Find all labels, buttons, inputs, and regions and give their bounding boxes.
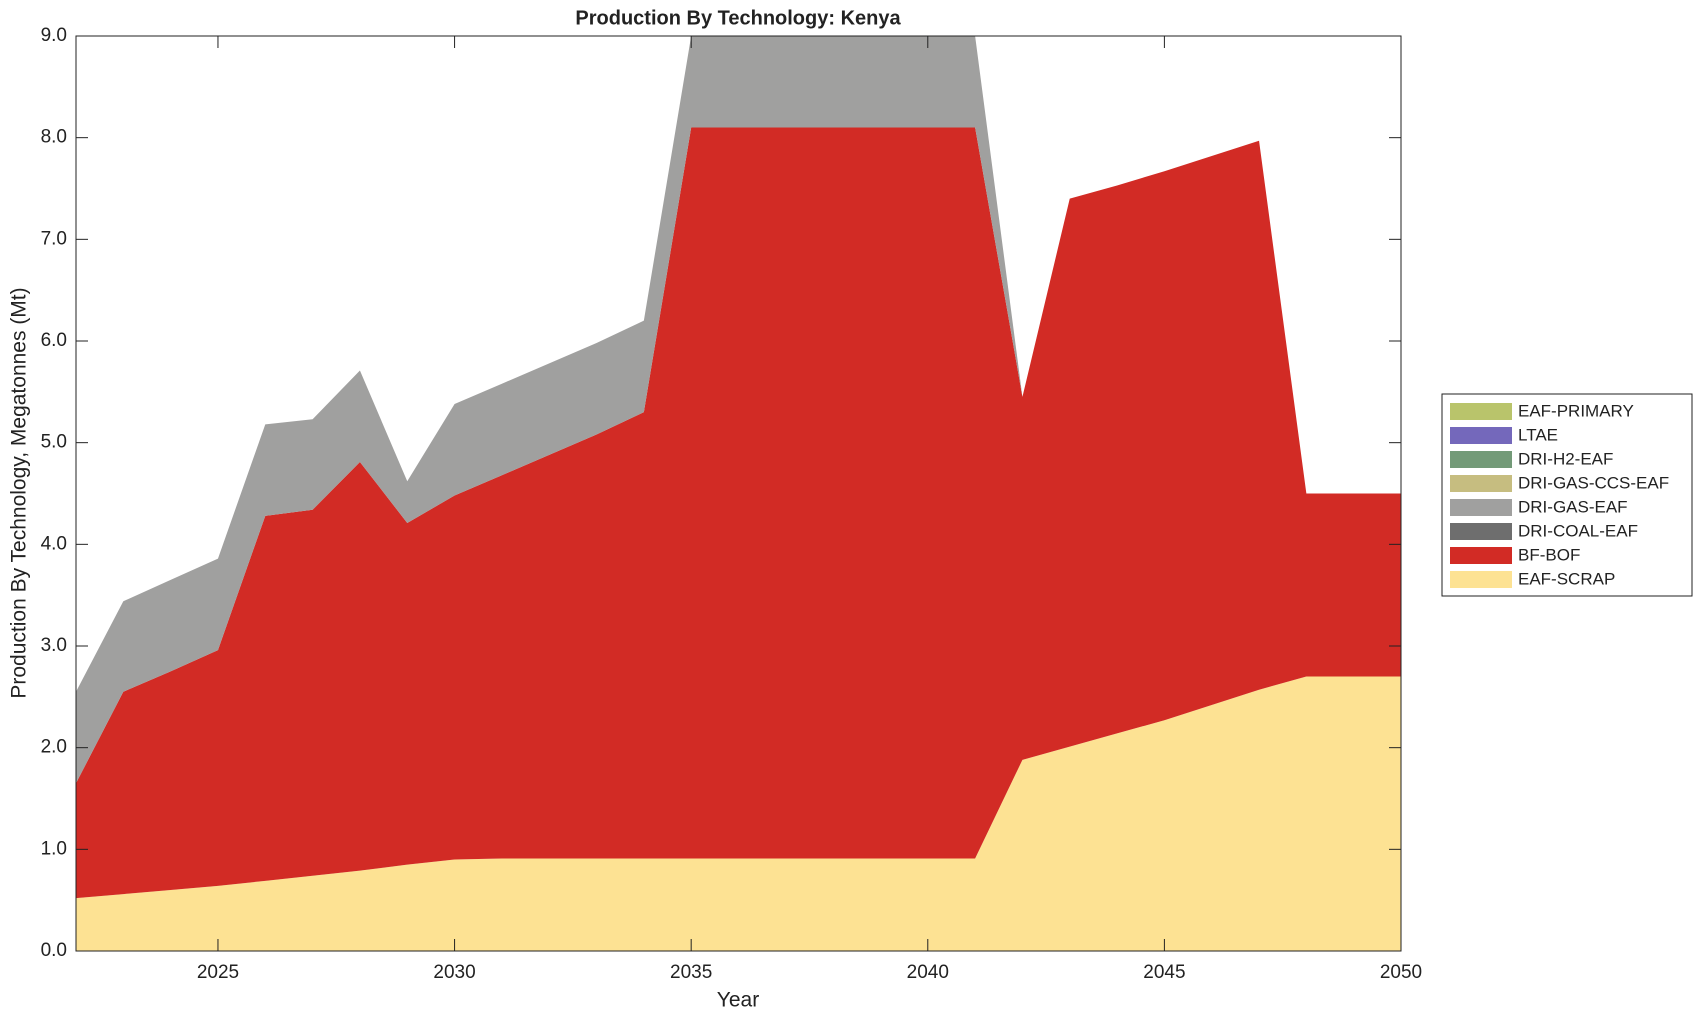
legend-label: DRI-GAS-CCS-EAF bbox=[1518, 473, 1669, 492]
legend-box bbox=[1441, 393, 1693, 597]
plot-frame bbox=[75, 35, 1402, 952]
legend-swatch bbox=[1450, 571, 1512, 588]
x-tick-label: 2025 bbox=[197, 962, 239, 983]
legend-swatch bbox=[1450, 547, 1512, 564]
area bbox=[76, 676, 1401, 951]
y-tick-label: 6.0 bbox=[41, 330, 67, 351]
x-tick-label: 2050 bbox=[1380, 962, 1422, 983]
legend-swatch bbox=[1450, 427, 1512, 444]
plot-area bbox=[76, 36, 1401, 951]
y-tick-label: 9.0 bbox=[41, 25, 67, 46]
x-tick-label: 2040 bbox=[907, 962, 949, 983]
y-tick-label: 2.0 bbox=[41, 737, 67, 758]
y-tick-label: 0.0 bbox=[41, 940, 67, 961]
x-tick-label: 2035 bbox=[670, 962, 712, 983]
legend-label: BF-BOF bbox=[1518, 545, 1580, 564]
legend-label: DRI-COAL-EAF bbox=[1518, 521, 1638, 540]
y-tick-label: 5.0 bbox=[41, 432, 67, 453]
y-tick-label: 4.0 bbox=[41, 533, 67, 554]
x-tick-label: 2030 bbox=[433, 962, 475, 983]
area bbox=[76, 36, 1401, 784]
chart-title: Production By Technology: Kenya bbox=[575, 7, 901, 29]
y-tick-label: 3.0 bbox=[41, 635, 67, 656]
y-axis-label: Production By Technology, Megatonnes (Mt… bbox=[8, 287, 31, 698]
x-axis-label: Year bbox=[717, 989, 759, 1012]
legend-label: DRI-H2-EAF bbox=[1518, 449, 1613, 468]
legend-swatch bbox=[1450, 499, 1512, 516]
legend-label: EAF-PRIMARY bbox=[1518, 401, 1634, 420]
legend-label: LTAE bbox=[1518, 425, 1558, 444]
area bbox=[76, 127, 1401, 899]
legend-label: DRI-GAS-EAF bbox=[1518, 497, 1628, 516]
legend-swatch bbox=[1450, 403, 1512, 420]
x-tick-label: 2045 bbox=[1143, 962, 1185, 983]
y-tick-label: 8.0 bbox=[41, 127, 67, 148]
y-tick-label: 7.0 bbox=[41, 228, 67, 249]
legend-swatch bbox=[1450, 475, 1512, 492]
y-tick-label: 1.0 bbox=[41, 838, 67, 859]
legend-label: EAF-SCRAP bbox=[1518, 569, 1615, 588]
legend-swatch bbox=[1450, 523, 1512, 540]
legend-swatch bbox=[1450, 451, 1512, 468]
